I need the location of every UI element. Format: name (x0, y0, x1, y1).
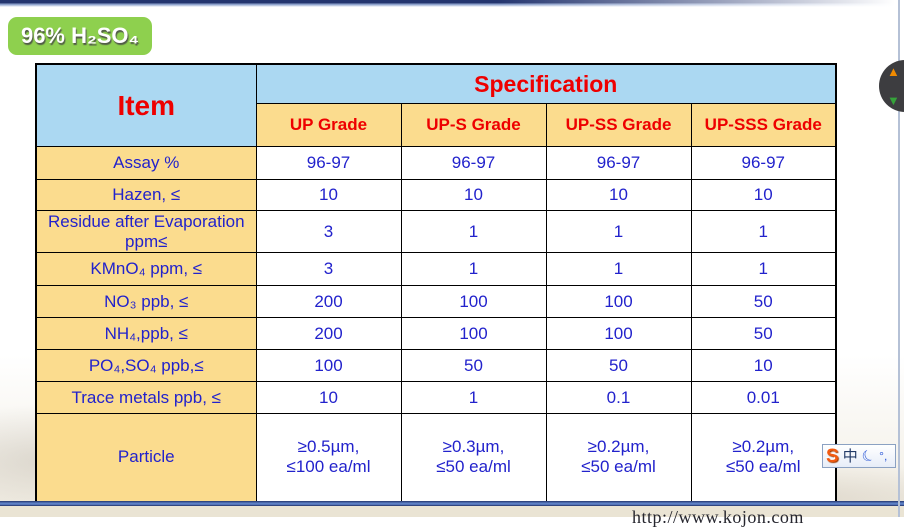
row-value: ≥0.2µm, ≤50 ea/ml (690, 413, 837, 502)
grade-header-up-s: UP-S Grade (400, 103, 547, 147)
row-value: 1 (690, 252, 837, 286)
row-label: Particle (35, 413, 257, 502)
scroll-up-icon[interactable]: ▲ (887, 64, 900, 79)
table-row-residue: Residue after Evaporation ppm≤ 3 1 1 1 (35, 210, 837, 253)
spec-table: Item Specification UP Grade UP-S Grade U… (35, 63, 837, 503)
row-value: 96-97 (545, 146, 692, 180)
row-value: 100 (545, 285, 692, 318)
row-value: 1 (400, 252, 547, 286)
row-label: KMnO₄ ppm, ≤ (35, 252, 257, 286)
row-label: NO₃ ppb, ≤ (35, 285, 257, 318)
row-value: 200 (255, 285, 402, 318)
ime-toolbar[interactable]: S 中 ☾ °, (822, 444, 896, 468)
table-row-hazen: Hazen, ≤ 10 10 10 10 (35, 179, 837, 211)
row-value: 3 (255, 252, 402, 286)
row-label: Assay % (35, 146, 257, 180)
row-value: 50 (400, 349, 547, 382)
row-label: Trace metals ppb, ≤ (35, 381, 257, 414)
row-value: 96-97 (690, 146, 837, 180)
row-value: 96-97 (400, 146, 547, 180)
row-value: 3 (255, 210, 402, 253)
table-row-po4so4: PO₄,SO₄ ppb,≤ 100 50 50 10 (35, 349, 837, 382)
row-value: 1 (400, 381, 547, 414)
right-edge-divider (898, 0, 900, 517)
table-header-row: Item Specification (35, 63, 837, 147)
slide-title-badge: 96% H₂SO₄ (8, 17, 152, 55)
grade-header-up: UP Grade (255, 103, 402, 147)
slide-bottom-rule (0, 501, 904, 506)
table-row-trace-metals: Trace metals ppb, ≤ 10 1 0.1 0.01 (35, 381, 837, 414)
scroll-widget[interactable]: ▲ ▼ (879, 60, 904, 112)
row-value: 1 (400, 210, 547, 253)
row-value: 10 (545, 179, 692, 211)
row-label: Residue after Evaporation ppm≤ (35, 210, 257, 253)
row-value: 10 (255, 381, 402, 414)
row-value: 1 (690, 210, 837, 253)
row-value: 200 (255, 317, 402, 350)
slide-bottom-strip (0, 506, 904, 517)
row-value: 1 (545, 252, 692, 286)
row-value: 100 (400, 285, 547, 318)
row-value: ≥0.3µm, ≤50 ea/ml (400, 413, 547, 502)
grade-header-up-sss: UP-SSS Grade (690, 103, 837, 147)
row-value: 10 (400, 179, 547, 211)
row-label: NH₄,ppb, ≤ (35, 317, 257, 350)
table-row-assay: Assay % 96-97 96-97 96-97 96-97 (35, 146, 837, 180)
scroll-down-icon[interactable]: ▼ (887, 93, 900, 108)
row-label: PO₄,SO₄ ppb,≤ (35, 349, 257, 382)
row-value: ≥0.2µm, ≤50 ea/ml (545, 413, 692, 502)
table-row-particle: Particle ≥0.5µm, ≤100 ea/ml ≥0.3µm, ≤50 … (35, 413, 837, 502)
row-value: 50 (545, 349, 692, 382)
row-value: 100 (255, 349, 402, 382)
row-value: 96-97 (255, 146, 402, 180)
ime-moon-icon[interactable]: ☾ (858, 445, 879, 467)
row-value: 0.1 (545, 381, 692, 414)
row-value: 1 (545, 210, 692, 253)
row-value: 50 (690, 317, 837, 350)
row-value: 100 (545, 317, 692, 350)
row-value: 10 (255, 179, 402, 211)
table-grade-header-row: UP Grade UP-S Grade UP-SS Grade UP-SSS G… (36, 103, 837, 147)
table-row-kmno4: KMnO₄ ppm, ≤ 3 1 1 1 (35, 252, 837, 286)
table-row-no3: NO₃ ppb, ≤ 200 100 100 50 (35, 285, 837, 318)
ime-punctuation-icon[interactable]: °, (879, 449, 888, 463)
specification-header-cell: Specification (255, 63, 837, 104)
item-header-cell: Item (35, 63, 257, 147)
window-top-bar (0, 0, 904, 7)
row-value: 0.01 (690, 381, 837, 414)
row-value: 10 (690, 349, 837, 382)
table-row-nh4: NH₄,ppb, ≤ 200 100 100 50 (35, 317, 837, 350)
ime-language-mode-icon[interactable]: 中 (842, 447, 858, 465)
grade-header-up-ss: UP-SS Grade (545, 103, 692, 147)
row-value: 50 (690, 285, 837, 318)
row-value: 100 (400, 317, 547, 350)
row-label: Hazen, ≤ (35, 179, 257, 211)
ime-logo-icon[interactable]: S (826, 445, 839, 467)
row-value: 10 (690, 179, 837, 211)
footer-url-text: http://www.kojon.com (632, 507, 804, 527)
row-value: ≥0.5µm, ≤100 ea/ml (255, 413, 402, 502)
